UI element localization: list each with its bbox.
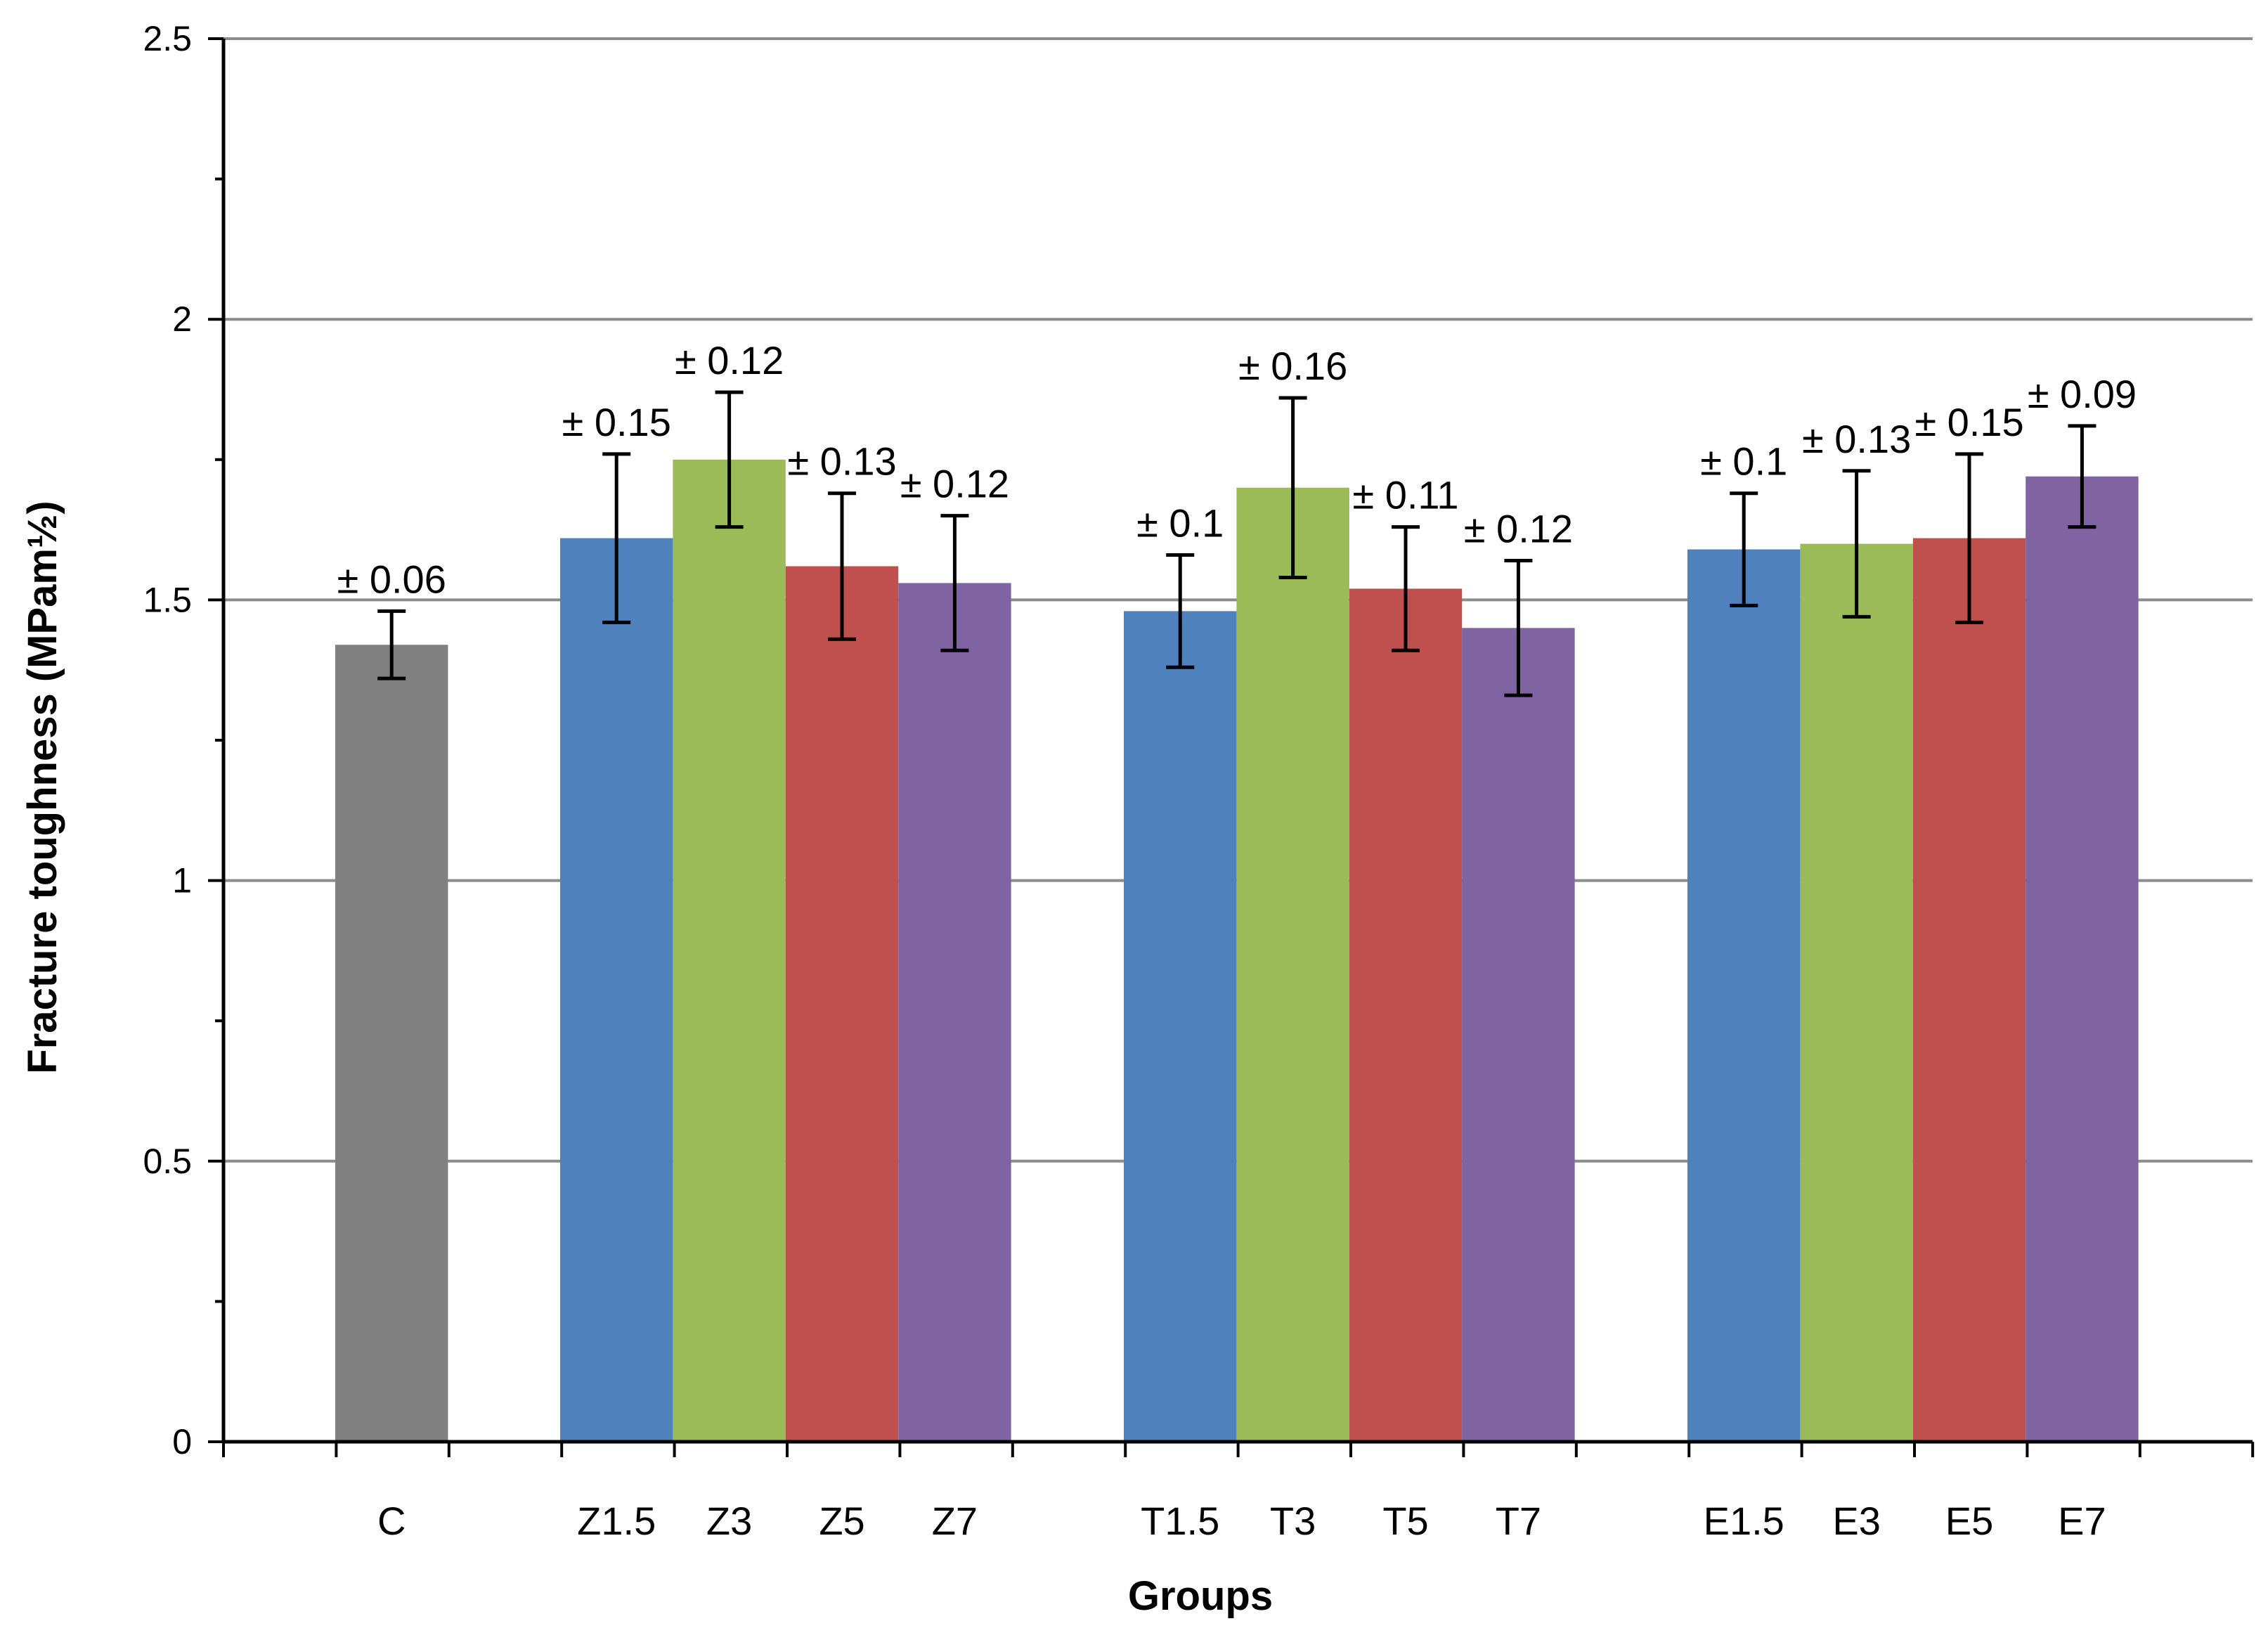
- x-tick-label: E7: [2058, 1499, 2106, 1543]
- x-tick-label: T7: [1496, 1499, 1541, 1543]
- y-tick-label: 0.5: [143, 1142, 192, 1181]
- y-tick-label: 2: [172, 299, 192, 339]
- y-tick-label: 0: [172, 1422, 192, 1461]
- x-tick-label: Z7: [932, 1499, 978, 1543]
- labels: 0 0.5 1 1.5 2 2.5 ± 0.06 C ± 0.15 Z1.5 ± 0.12 Z3 ± 0…: [143, 19, 2137, 1543]
- bar-t7: [1462, 628, 1575, 1442]
- x-tick-label: C: [377, 1499, 406, 1543]
- bar-c: [335, 645, 448, 1442]
- error-label: ± 0.15: [1914, 400, 2023, 444]
- bar-z5: [785, 566, 899, 1442]
- error-label: ± 0.09: [2028, 372, 2137, 416]
- error-label: ± 0.11: [1352, 473, 1458, 517]
- error-label: ± 0.12: [900, 462, 1009, 506]
- bar-t3: [1236, 487, 1349, 1442]
- y-tick-label: 2.5: [143, 19, 192, 58]
- x-tick-label: Z3: [706, 1499, 752, 1543]
- y-tick-label: 1: [172, 861, 192, 900]
- error-label: ± 0.15: [562, 400, 671, 444]
- error-label: ± 0.16: [1238, 344, 1347, 388]
- x-tick-label: Z5: [819, 1499, 864, 1543]
- x-tick-label: Z1.5: [577, 1499, 656, 1543]
- x-tick-label: T1.5: [1141, 1499, 1219, 1543]
- bars: [335, 459, 2139, 1442]
- x-tick-label: T5: [1382, 1499, 1428, 1543]
- bar-e5: [1912, 538, 2026, 1442]
- x-tick-label: T3: [1270, 1499, 1316, 1543]
- bar-e7: [2026, 476, 2139, 1442]
- error-label: ± 0.1: [1700, 439, 1787, 484]
- bar-t1-5: [1124, 611, 1237, 1442]
- x-tick-label: E3: [1832, 1499, 1881, 1543]
- x-axis-title: Groups: [1128, 1573, 1273, 1619]
- y-axis-title: Fracture toughness (MPam½): [20, 501, 65, 1073]
- error-label: ± 0.12: [675, 338, 784, 382]
- bar-z3: [673, 459, 786, 1442]
- y-tick-label: 1.5: [143, 580, 192, 619]
- error-bars: [377, 390, 2097, 697]
- x-tick-label: E1.5: [1704, 1499, 1784, 1543]
- error-label: ± 0.12: [1464, 507, 1573, 551]
- error-label: ± 0.13: [1802, 417, 1911, 461]
- bar-e1-5: [1687, 549, 1801, 1442]
- bar-t5: [1349, 588, 1463, 1442]
- error-label: ± 0.06: [337, 557, 446, 601]
- error-label: ± 0.1: [1136, 501, 1224, 545]
- bar-z1-5: [560, 538, 673, 1442]
- error-label: ± 0.13: [787, 439, 896, 484]
- axes: [208, 37, 2255, 1457]
- bar-z7: [898, 583, 1011, 1442]
- x-tick-label: E5: [1945, 1499, 1994, 1543]
- bar-e3: [1800, 543, 1913, 1442]
